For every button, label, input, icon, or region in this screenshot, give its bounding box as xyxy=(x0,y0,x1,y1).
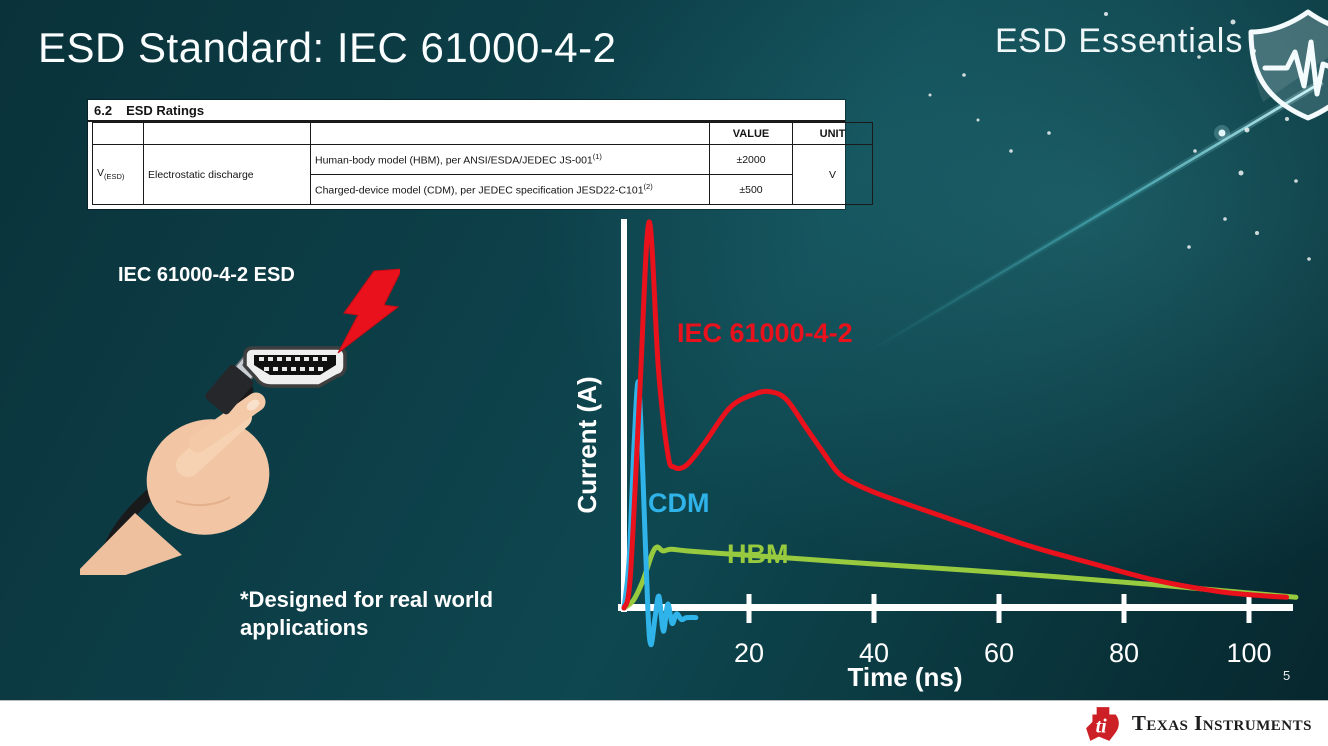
section-title: ESD Ratings xyxy=(126,103,205,118)
footnote: *Designed for real world applications xyxy=(240,587,494,641)
ti-logo: ti xyxy=(1085,706,1119,741)
chart-xlabel: Time (ns) xyxy=(847,662,962,692)
chart-tick-label-100: 100 xyxy=(1226,638,1271,668)
chart-series-line-hbm xyxy=(621,544,1299,611)
shield-pulse-icon xyxy=(1248,9,1328,121)
illustration-label: IEC 61000-4-2 ESD xyxy=(118,264,295,286)
index-finger xyxy=(188,392,266,453)
chart-tick-80 xyxy=(1121,594,1127,623)
section-number: 6.2 xyxy=(94,103,113,118)
chart-tick-100 xyxy=(1246,594,1252,623)
chart-series-label-hbm: HBM xyxy=(727,539,789,569)
hdmi-connector-icon xyxy=(243,346,347,388)
cell-value-cdm: ±500 xyxy=(709,174,793,205)
program-name: ESD Essentials xyxy=(995,22,1244,60)
ratings-table-card: 6.2 ESD Ratings VALUE UNIT V(ESD) Electr… xyxy=(88,100,873,209)
hand-illustration xyxy=(80,392,270,575)
chart-tick-label-60: 60 xyxy=(984,638,1014,668)
symbol-text: V xyxy=(97,167,105,180)
chart-tick-20 xyxy=(746,594,752,623)
hbm-superscript: (1) xyxy=(592,152,602,162)
ratings-table-heading: 6.2 ESD Ratings xyxy=(88,100,845,122)
fingernail xyxy=(246,399,260,411)
chart-x-axis xyxy=(618,604,1293,611)
page-number: 5 xyxy=(1283,668,1291,683)
ratings-table: VALUE UNIT V(ESD) Electrostatic discharg… xyxy=(92,122,873,205)
chart-y-axis xyxy=(621,219,627,612)
cell-parameter: Electrostatic discharge xyxy=(143,144,311,205)
header-value: VALUE xyxy=(709,122,793,145)
brand-text: Texas Instruments xyxy=(1131,711,1312,735)
chart-tick-label-80: 80 xyxy=(1109,638,1139,668)
hbm-description: Human-body model (HBM), per ANSI/ESDA/JE… xyxy=(315,154,593,167)
header-blank xyxy=(92,122,144,145)
cdm-description: Charged-device model (CDM), per JEDEC sp… xyxy=(315,184,644,197)
palm-crease xyxy=(175,496,231,507)
header-unit: UNIT xyxy=(792,122,873,145)
chart-tick-60 xyxy=(996,594,1002,623)
light-streak xyxy=(867,80,1323,354)
esd-strike-illustration xyxy=(80,268,400,575)
cell-value-hbm: ±2000 xyxy=(709,144,793,175)
cell-unit: V xyxy=(792,144,873,205)
lightning-bolt-icon xyxy=(337,268,400,354)
symbol-subscript: (ESD) xyxy=(104,172,125,182)
star-dots xyxy=(928,12,1311,261)
cell-symbol: V(ESD) xyxy=(92,144,144,205)
header-blank-2 xyxy=(143,122,311,145)
chart-series-label-cdm: CDM xyxy=(648,488,710,518)
shield-facet xyxy=(1251,12,1328,102)
slide-title: ESD Standard: IEC 61000-4-2 xyxy=(38,24,617,71)
footer-bar: ti Texas Instruments xyxy=(0,700,1328,746)
header-blank-3 xyxy=(310,122,710,145)
chart-series-label-iec-61000-4-2: IEC 61000-4-2 xyxy=(677,318,853,348)
cdm-superscript: (2) xyxy=(643,182,653,192)
chart-tick-label-40: 40 xyxy=(859,638,889,668)
chart-series-line-cdm xyxy=(621,379,699,648)
heartbeat-pulse-icon xyxy=(1262,39,1328,97)
ti-monogram: ti xyxy=(1095,715,1107,737)
cell-description-hbm: Human-body model (HBM), per ANSI/ESDA/JE… xyxy=(310,144,710,175)
chart-ylabel: Current (A) xyxy=(572,376,602,513)
cell-description-cdm: Charged-device model (CDM), per JEDEC sp… xyxy=(310,174,710,205)
chart-series-line-iec-61000-4-2 xyxy=(621,219,1289,611)
chart-tick-label-20: 20 xyxy=(734,638,764,668)
chart-tick-40 xyxy=(871,594,877,623)
streak-spark xyxy=(1218,129,1226,137)
esd-waveform-chart: 20 40 60 80 100 Time (ns) Current (A) IEC 61000… xyxy=(572,219,1299,692)
